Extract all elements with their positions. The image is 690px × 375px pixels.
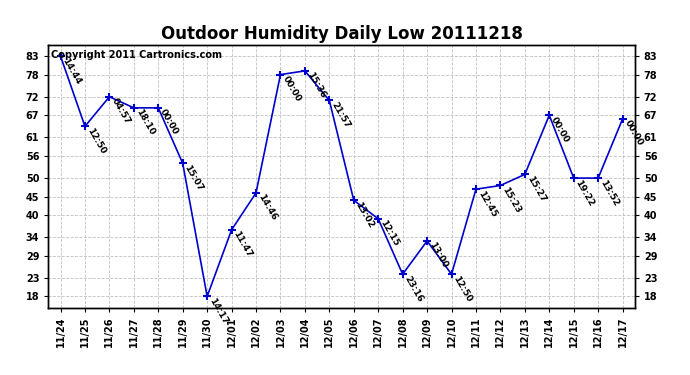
Text: 12:15: 12:15 — [378, 219, 400, 248]
Text: 15:36: 15:36 — [305, 71, 327, 100]
Text: 00:00: 00:00 — [622, 119, 644, 148]
Text: 12:50: 12:50 — [85, 126, 107, 156]
Text: 14:46: 14:46 — [256, 193, 278, 222]
Text: Copyright 2011 Cartronics.com: Copyright 2011 Cartronics.com — [51, 50, 222, 60]
Text: 12:45: 12:45 — [476, 189, 498, 219]
Text: 00:00: 00:00 — [158, 108, 180, 137]
Text: 13:02: 13:02 — [354, 200, 376, 230]
Text: 15:07: 15:07 — [183, 163, 205, 193]
Text: 13:00: 13:00 — [427, 241, 449, 270]
Text: 00:00: 00:00 — [280, 75, 302, 104]
Text: 14:44: 14:44 — [61, 56, 83, 86]
Text: 04:57: 04:57 — [110, 97, 132, 126]
Text: 14:17: 14:17 — [207, 296, 229, 326]
Text: 18:10: 18:10 — [134, 108, 156, 137]
Text: 21:57: 21:57 — [329, 100, 351, 130]
Text: 00:00: 00:00 — [549, 115, 571, 144]
Title: Outdoor Humidity Daily Low 20111218: Outdoor Humidity Daily Low 20111218 — [161, 26, 522, 44]
Text: 15:23: 15:23 — [500, 186, 522, 215]
Text: 13:52: 13:52 — [598, 178, 620, 207]
Text: 19:22: 19:22 — [573, 178, 596, 207]
Text: 15:27: 15:27 — [525, 174, 547, 204]
Text: 23:16: 23:16 — [403, 274, 425, 303]
Text: 12:50: 12:50 — [451, 274, 473, 303]
Text: 11:47: 11:47 — [232, 230, 254, 260]
